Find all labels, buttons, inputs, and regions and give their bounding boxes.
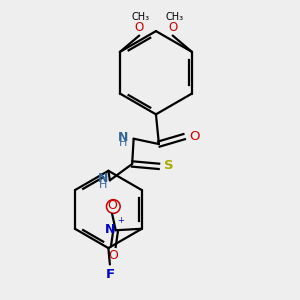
Text: O: O — [107, 199, 117, 212]
Text: N: N — [118, 131, 128, 144]
Text: H: H — [119, 138, 128, 148]
Text: F: F — [106, 268, 115, 281]
Text: O: O — [189, 130, 200, 142]
Text: S: S — [164, 159, 173, 172]
Text: CH₃: CH₃ — [132, 12, 150, 22]
Text: +: + — [118, 216, 124, 225]
Text: N: N — [98, 172, 108, 185]
Text: O: O — [108, 249, 118, 262]
Text: CH₃: CH₃ — [165, 12, 183, 22]
Text: H: H — [99, 180, 107, 190]
Text: O: O — [168, 21, 177, 34]
Text: N: N — [105, 223, 115, 236]
Text: O: O — [135, 21, 144, 34]
